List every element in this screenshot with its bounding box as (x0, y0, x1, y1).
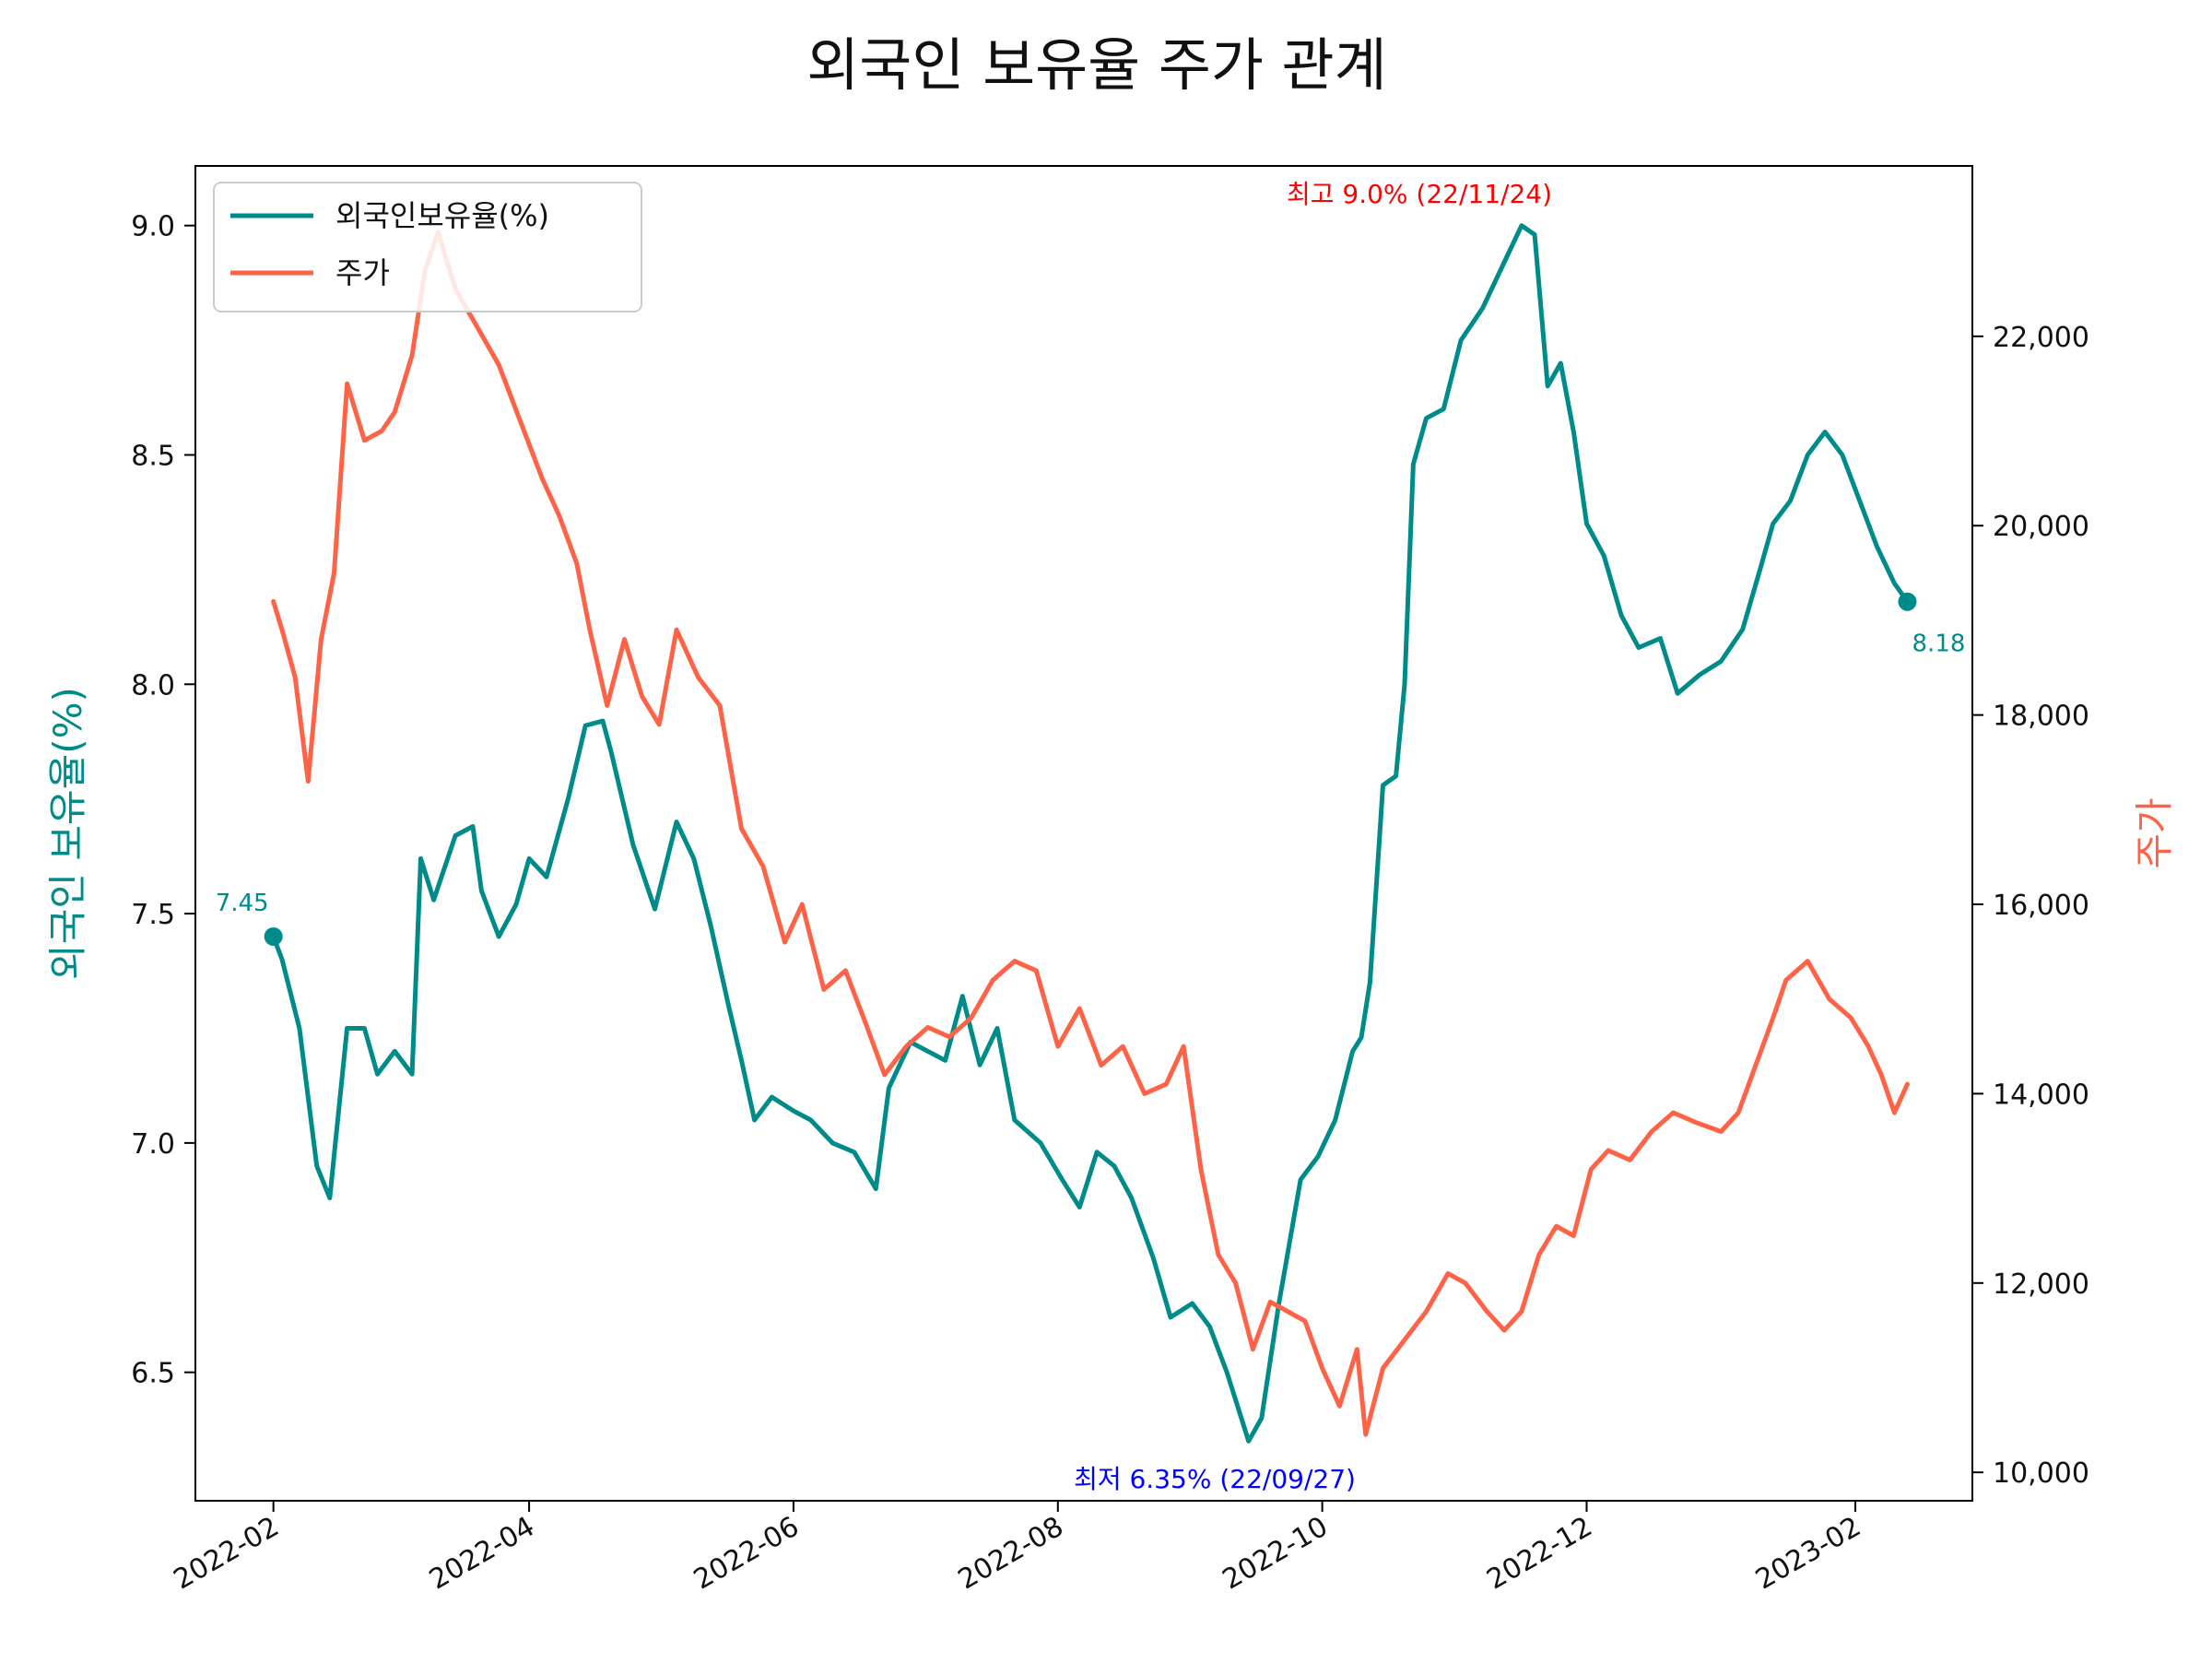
y-right-tick-label: 20,000 (1993, 511, 2089, 543)
legend-label-stock-price: 주가 (335, 255, 390, 290)
y-right-tick-label: 22,000 (1993, 322, 2089, 354)
plot-area: 7.45 8.18 (216, 223, 1966, 1444)
chart-title: 외국인 보유율 주가 관계 (806, 31, 1387, 99)
plot-frame (194, 165, 1973, 1502)
y-right-tick-label: 14,000 (1993, 1079, 2089, 1111)
y-left-tick-label: 8.5 (131, 440, 175, 472)
legend: 외국인보유율(%) 주가 (213, 182, 642, 313)
y-right-tick-label: 12,000 (1993, 1268, 2089, 1301)
start-value-label: 7.45 (216, 890, 269, 917)
start-marker (264, 926, 283, 946)
y-left-tick-label: 9.0 (131, 211, 175, 243)
max-annotation: 최고 9.0% (22/11/24) (1287, 179, 1552, 209)
end-value-label: 8.18 (1912, 631, 1966, 658)
y-left-tick-label: 7.5 (131, 899, 175, 931)
y-right-tick-label: 18,000 (1993, 701, 2089, 733)
legend-label-foreign-ownership: 외국인보유율(%) (335, 198, 549, 233)
min-annotation: 최저 6.35% (22/09/27) (1074, 1464, 1356, 1494)
y-left-tick-label: 8.0 (131, 669, 175, 702)
end-marker (1898, 592, 1917, 611)
y-axis-right-label: 주가 (2132, 797, 2177, 868)
foreign-ownership-line (271, 223, 1910, 1444)
y-axis-left-label: 외국인 보유율(%) (45, 687, 90, 980)
stock-price-line (271, 230, 1910, 1437)
y-right-tick-label: 10,000 (1993, 1457, 2089, 1490)
legend-box (213, 182, 642, 313)
y-left-tick-label: 7.0 (131, 1128, 175, 1161)
y-right-tick-label: 16,000 (1993, 890, 2089, 922)
y-left-tick-label: 6.5 (131, 1358, 175, 1390)
